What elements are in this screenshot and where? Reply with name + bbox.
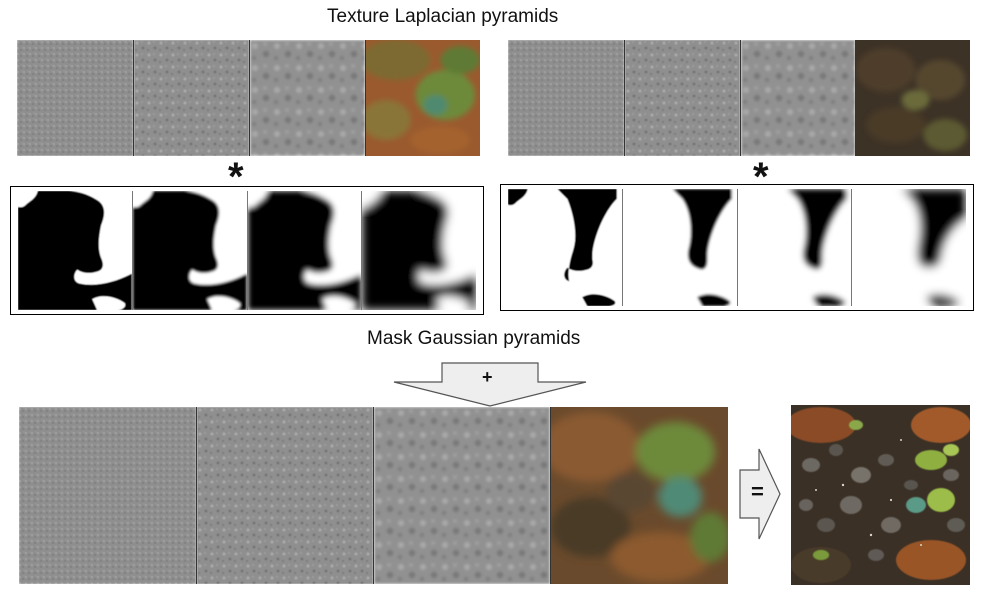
- mask-level-4: [361, 191, 476, 310]
- blended-residual-color: [550, 407, 728, 584]
- texture-laplacian-pyramid-left: [17, 40, 480, 156]
- mask-level-3: [246, 191, 362, 310]
- laplacian-level-1: [508, 40, 624, 156]
- down-arrow-icon: [393, 362, 587, 407]
- right-arrow-icon: [739, 448, 781, 540]
- title-texture-laplacian: Texture Laplacian pyramids: [327, 6, 559, 27]
- laplacian-level-1: [17, 40, 133, 156]
- final-blended-texture: [791, 405, 970, 585]
- laplacian-level-3: [740, 40, 855, 156]
- mask-level-3: [736, 189, 852, 306]
- laplacian-level-3: [249, 40, 365, 156]
- mask-level-4: [851, 189, 966, 306]
- laplacian-level-2: [133, 40, 249, 156]
- laplacian-residual-color: [855, 40, 970, 156]
- blended-laplacian-pyramid: [19, 407, 728, 584]
- mask-level-2: [621, 189, 737, 306]
- laplacian-residual-color: [365, 40, 480, 156]
- blended-level-2: [196, 407, 373, 584]
- title-mask-gaussian: Mask Gaussian pyramids: [367, 328, 581, 349]
- mask-gaussian-pyramid-left: [10, 186, 484, 315]
- mask-level-1: [508, 189, 622, 306]
- mask-gaussian-pyramid-right: [500, 184, 974, 311]
- plus-symbol: +: [482, 367, 493, 387]
- mask-level-1: [18, 191, 132, 310]
- texture-laplacian-pyramid-right: [508, 40, 970, 156]
- blended-level-3: [373, 407, 550, 584]
- mask-level-2: [131, 191, 247, 310]
- laplacian-level-2: [624, 40, 740, 156]
- blended-level-1: [19, 407, 196, 584]
- equals-symbol: =: [751, 479, 764, 504]
